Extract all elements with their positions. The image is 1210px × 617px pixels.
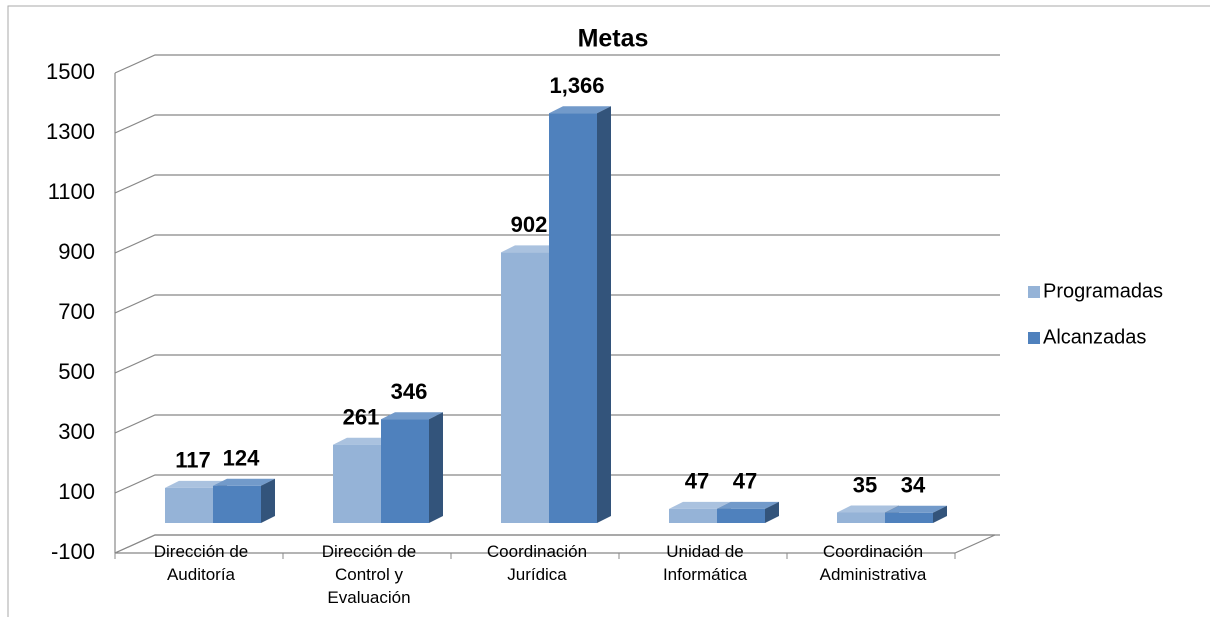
bar-front: [669, 508, 717, 523]
grid-line: [114, 234, 1000, 254]
grid-line: [114, 534, 1000, 554]
data-label: 35: [853, 472, 877, 497]
data-label: 117: [175, 448, 211, 473]
y-tick-label: 1500: [46, 59, 95, 84]
x-tick-label: Unidad de Informática: [662, 542, 748, 584]
y-tick-label: 500: [58, 359, 95, 384]
bar-front: [885, 512, 933, 523]
bar-front: [213, 485, 261, 523]
legend-label: Alcanzadas: [1043, 326, 1146, 348]
y-tick-label: 900: [58, 239, 95, 264]
data-label: 124: [223, 446, 260, 471]
x-tick-label: Dirección de Control y Evaluación: [321, 542, 417, 607]
bar: [549, 106, 611, 523]
bar-top: [213, 478, 275, 486]
x-tick-label: Coordinación Administrativa: [819, 542, 927, 584]
data-label: 47: [733, 469, 757, 494]
data-label: 34: [901, 473, 926, 498]
bar: [885, 505, 947, 523]
bar-side: [429, 412, 443, 523]
data-label: 261: [343, 405, 380, 430]
bar-side: [261, 478, 275, 523]
bar-front: [549, 113, 597, 523]
grid-line: [114, 174, 1000, 194]
bar: [717, 501, 779, 523]
grid-line: [114, 294, 1000, 314]
bar: [213, 478, 275, 523]
bar-top: [837, 505, 899, 513]
bar-top: [717, 501, 779, 509]
bar-top: [501, 245, 563, 253]
bar-front: [165, 487, 213, 523]
frame: [7, 5, 1210, 617]
bar-front: [717, 508, 765, 523]
bar-top: [549, 106, 611, 114]
grid-line: [114, 474, 1000, 494]
grid-line: [114, 354, 1000, 374]
x-tick-label: Coordinación Jurídica: [486, 542, 588, 584]
bar-top: [333, 437, 395, 445]
bar-side: [933, 505, 947, 523]
bar-top: [165, 480, 227, 488]
grid-line: [114, 114, 1000, 134]
bar: [381, 412, 443, 523]
y-tick-label: 300: [58, 419, 95, 444]
legend-swatch: [1028, 332, 1040, 344]
data-label: 902: [511, 212, 548, 237]
bar-front: [333, 444, 381, 523]
bar-side: [597, 106, 611, 523]
grid-line: [114, 54, 1000, 74]
bar-front: [837, 512, 885, 523]
chart-title: Metas: [578, 25, 649, 53]
data-label: 346: [391, 379, 428, 404]
data-label: 47: [685, 469, 709, 494]
y-tick-label: 1300: [46, 119, 95, 144]
bar-top: [381, 412, 443, 420]
bar-front: [501, 252, 549, 523]
bar-side: [765, 501, 779, 523]
bar-front: [381, 419, 429, 523]
legend-swatch: [1028, 286, 1040, 298]
bar-top: [669, 501, 731, 509]
bar-top: [885, 505, 947, 513]
legend-label: Programadas: [1043, 280, 1163, 302]
y-tick-label: 100: [58, 479, 95, 504]
y-tick-label: 1100: [48, 179, 95, 204]
y-tick-label: -100: [51, 539, 95, 564]
y-tick-label: 700: [58, 299, 95, 324]
x-tick-label: Dirección de Auditoría: [153, 542, 249, 584]
data-label: 1,366: [549, 73, 604, 98]
grid-line: [114, 414, 1000, 434]
